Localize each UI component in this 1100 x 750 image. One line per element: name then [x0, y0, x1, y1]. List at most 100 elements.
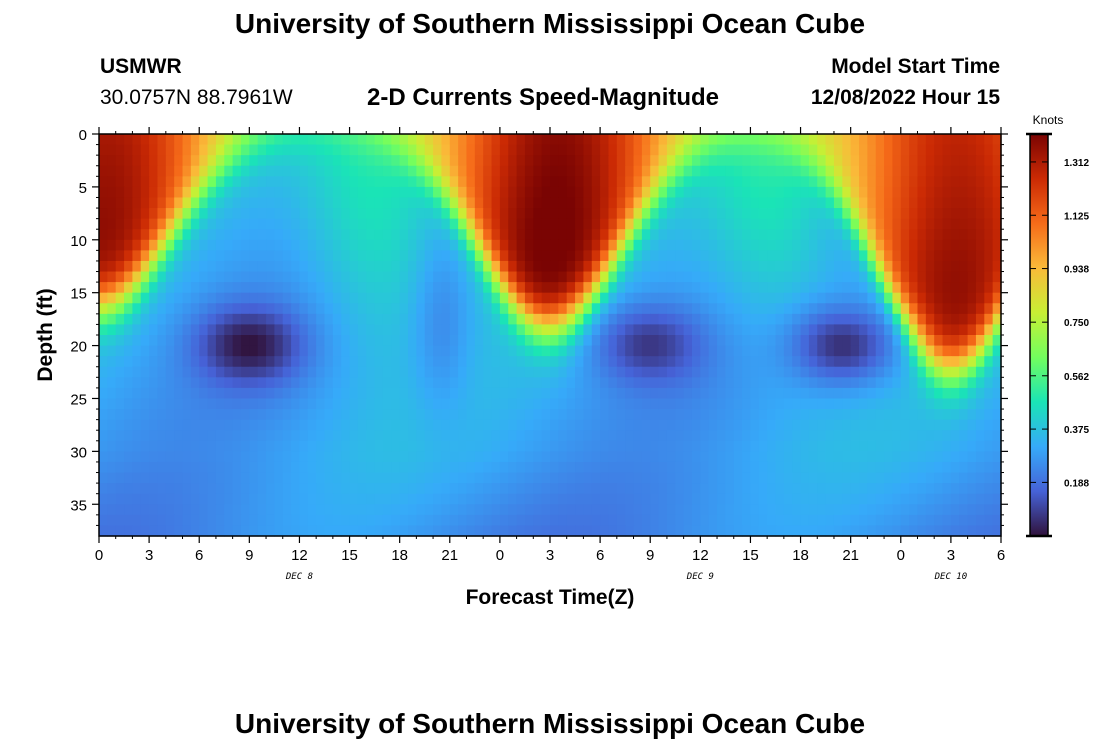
heatmap-cell — [575, 176, 585, 188]
heatmap-cell — [833, 387, 843, 400]
heatmap-cell — [658, 303, 668, 315]
heatmap-cell — [675, 472, 685, 484]
heatmap-cell — [491, 419, 501, 431]
heatmap-cell — [616, 525, 626, 537]
heatmap-cell — [215, 292, 225, 304]
heatmap-cell — [625, 398, 635, 410]
heatmap-cell — [658, 229, 668, 241]
heatmap-cell — [474, 419, 484, 431]
heatmap-cell — [742, 303, 752, 315]
heatmap-cell — [157, 197, 167, 209]
heatmap-cell — [666, 239, 676, 251]
heatmap-cell — [625, 514, 635, 527]
heatmap-cell — [700, 409, 710, 421]
heatmap-cell — [600, 208, 610, 220]
heatmap-cell — [616, 229, 626, 241]
heatmap-cell — [992, 260, 1002, 273]
heatmap-cell — [700, 324, 710, 336]
heatmap-cell — [658, 483, 668, 495]
heatmap-cell — [458, 313, 468, 326]
heatmap-cell — [199, 165, 209, 177]
heatmap-cell — [600, 356, 610, 368]
heatmap-cell — [900, 387, 910, 400]
heatmap-cell — [508, 483, 518, 495]
heatmap-cell — [257, 387, 267, 400]
heatmap-cell — [316, 313, 326, 326]
heatmap-cell — [441, 155, 451, 167]
heatmap-cell — [282, 250, 292, 262]
heatmap-cell — [842, 377, 852, 389]
heatmap-cell — [742, 218, 752, 230]
heatmap-cell — [199, 356, 209, 368]
heatmap-cell — [875, 282, 885, 294]
heatmap-cell — [524, 250, 534, 262]
heatmap-cell — [124, 239, 134, 251]
heatmap-cell — [240, 461, 250, 474]
heatmap-cell — [900, 461, 910, 474]
heatmap-cell — [374, 419, 384, 431]
heatmap-cell — [750, 176, 760, 188]
heatmap-cell — [324, 303, 334, 315]
heatmap-cell — [792, 144, 802, 156]
heatmap-cell — [608, 260, 618, 273]
heatmap-cell — [625, 208, 635, 220]
heatmap-cell — [408, 208, 417, 220]
heatmap-cell — [190, 483, 200, 495]
heatmap-cell — [934, 377, 944, 389]
heatmap-cell — [165, 419, 175, 431]
heatmap-cell — [675, 271, 685, 283]
heatmap-cell — [859, 313, 868, 326]
heatmap-cell — [349, 504, 359, 516]
heatmap-cell — [266, 239, 275, 251]
heatmap-cell — [733, 483, 743, 495]
heatmap-cell — [691, 493, 701, 505]
heatmap-cell — [382, 134, 392, 146]
heatmap-cell — [558, 409, 568, 421]
heatmap-cell — [491, 208, 501, 220]
heatmap-cell — [742, 451, 752, 463]
heatmap-cell — [992, 271, 1002, 283]
heatmap-cell — [725, 165, 735, 177]
heatmap-cell — [909, 493, 919, 505]
heatmap-cell — [132, 176, 142, 188]
heatmap-cell — [859, 208, 868, 220]
heatmap-cell — [767, 345, 777, 357]
heatmap-cell — [583, 313, 593, 326]
heatmap-cell — [975, 134, 985, 146]
heatmap-cell — [157, 155, 167, 167]
heatmap-cell — [717, 335, 726, 347]
heatmap-cell — [433, 377, 443, 389]
heatmap-cell — [207, 335, 217, 347]
heatmap-cell — [524, 440, 534, 452]
heatmap-cell — [357, 430, 367, 442]
heatmap-cell — [99, 282, 108, 294]
heatmap-cell — [850, 377, 860, 389]
heatmap-cell — [566, 525, 576, 537]
heatmap-cell — [483, 313, 493, 326]
heatmap-cell — [783, 514, 793, 527]
heatmap-cell — [550, 176, 559, 188]
heatmap-cell — [558, 282, 568, 294]
heatmap-cell — [641, 144, 651, 156]
heatmap-cell — [975, 356, 985, 368]
heatmap-cell — [750, 345, 760, 357]
heatmap-cell — [859, 134, 868, 146]
heatmap-cell — [666, 504, 676, 516]
heatmap-cell — [616, 409, 626, 421]
heatmap-cell — [708, 525, 718, 537]
heatmap-cell — [533, 303, 543, 315]
heatmap-cell — [115, 208, 125, 220]
heatmap-cell — [675, 144, 685, 156]
heatmap-cell — [416, 134, 426, 146]
heatmap-cell — [357, 387, 367, 400]
heatmap-cell — [474, 366, 484, 378]
heatmap-cell — [316, 451, 326, 463]
heatmap-cell — [934, 483, 944, 495]
heatmap-cell — [833, 218, 843, 230]
heatmap-cell — [658, 419, 668, 431]
heatmap-cell — [842, 461, 852, 474]
heatmap-cell — [207, 366, 217, 378]
heatmap-cell — [975, 504, 985, 516]
heatmap-cell — [266, 472, 275, 484]
heatmap-cell — [691, 229, 701, 241]
